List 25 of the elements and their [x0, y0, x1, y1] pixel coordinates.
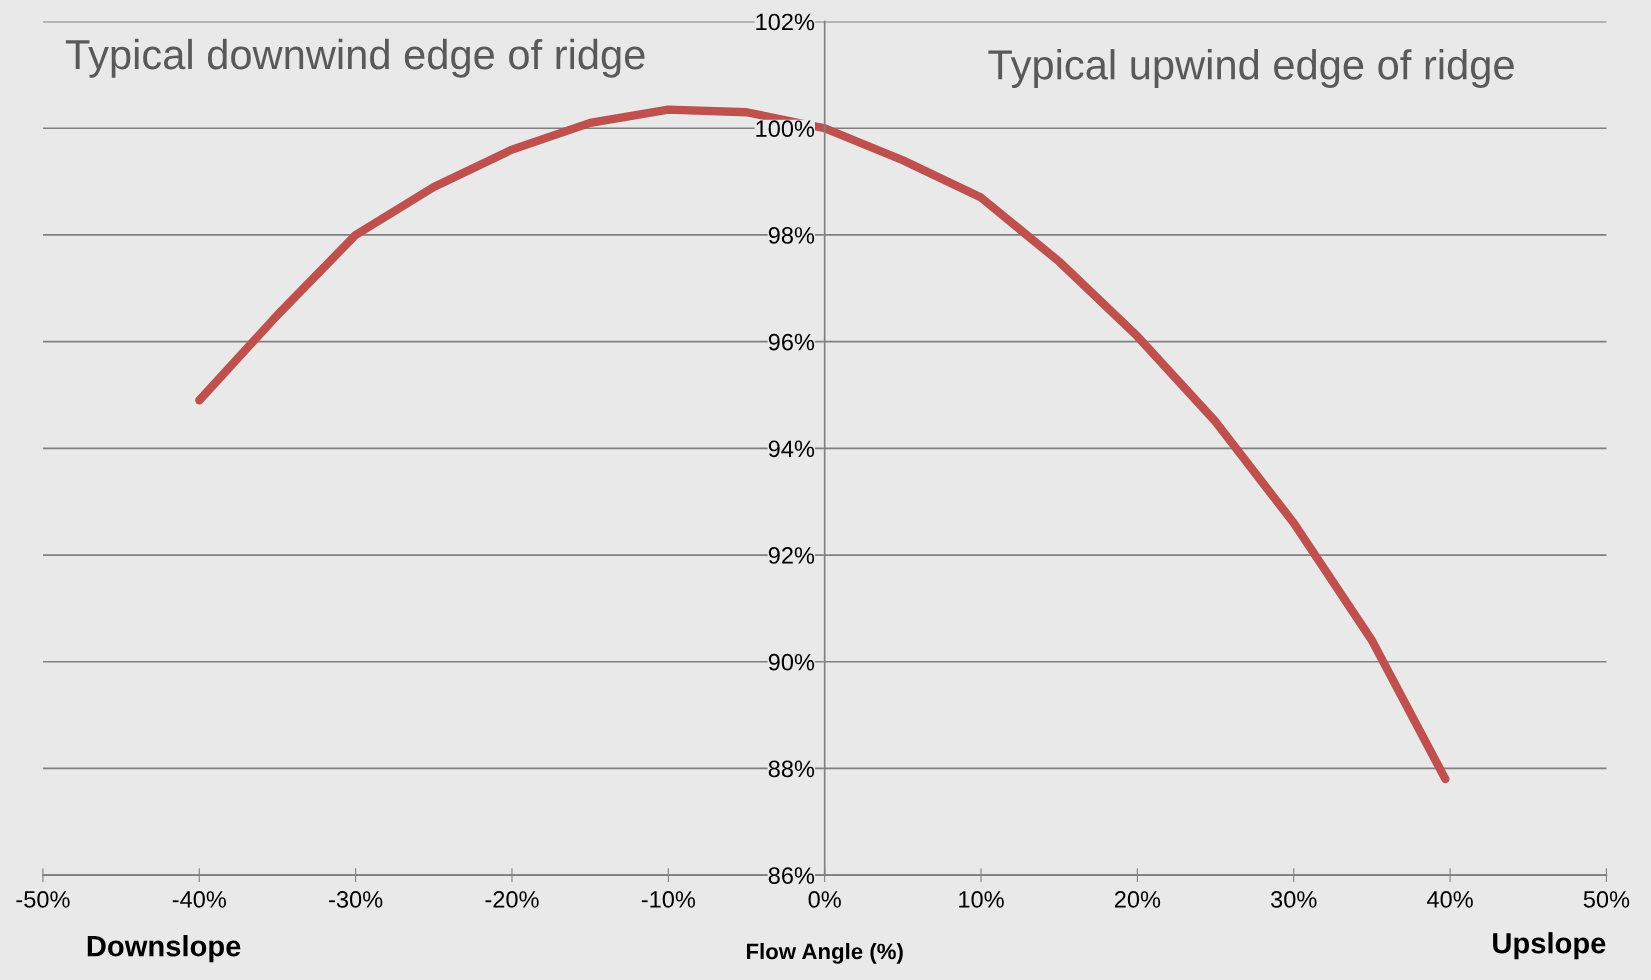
- x-tick-label: -10%: [641, 891, 696, 908]
- x-tick-label: 10%: [959, 891, 1004, 908]
- text: Upslope: [1493, 932, 1606, 960]
- text: Downslope: [87, 935, 241, 963]
- x-tick-label: -40%: [172, 891, 226, 908]
- y-tick-label: 92%: [768, 547, 815, 564]
- x-tick-label: 20%: [1114, 891, 1161, 908]
- x-tick-label: -30%: [329, 891, 383, 908]
- y-tick-label: 96%: [768, 333, 815, 351]
- y-tick-label: 90%: [768, 653, 815, 671]
- x-tick-label: 50%: [1583, 891, 1630, 908]
- x-tick-label: -20%: [485, 891, 539, 908]
- y-tick-label: 102%: [756, 13, 815, 31]
- y-tick-label: 86%: [768, 867, 815, 884]
- x-tick-label: 30%: [1271, 891, 1317, 908]
- annotation: Typical upwind edge of ridge: [988, 49, 1514, 88]
- y-tick-label: 100%: [756, 120, 815, 138]
- x-tick-label: 0%: [808, 891, 841, 908]
- y-tick-label: 98%: [768, 227, 815, 244]
- x-tick-label: -50%: [16, 891, 70, 908]
- y-tick-label: 94%: [768, 440, 815, 458]
- y-tick-label: 88%: [768, 760, 815, 778]
- annotation: Typical downwind edge of ridge: [65, 38, 645, 78]
- x-axis-title: Flow Angle (%): [746, 942, 903, 964]
- x-tick-label: 40%: [1426, 891, 1473, 908]
